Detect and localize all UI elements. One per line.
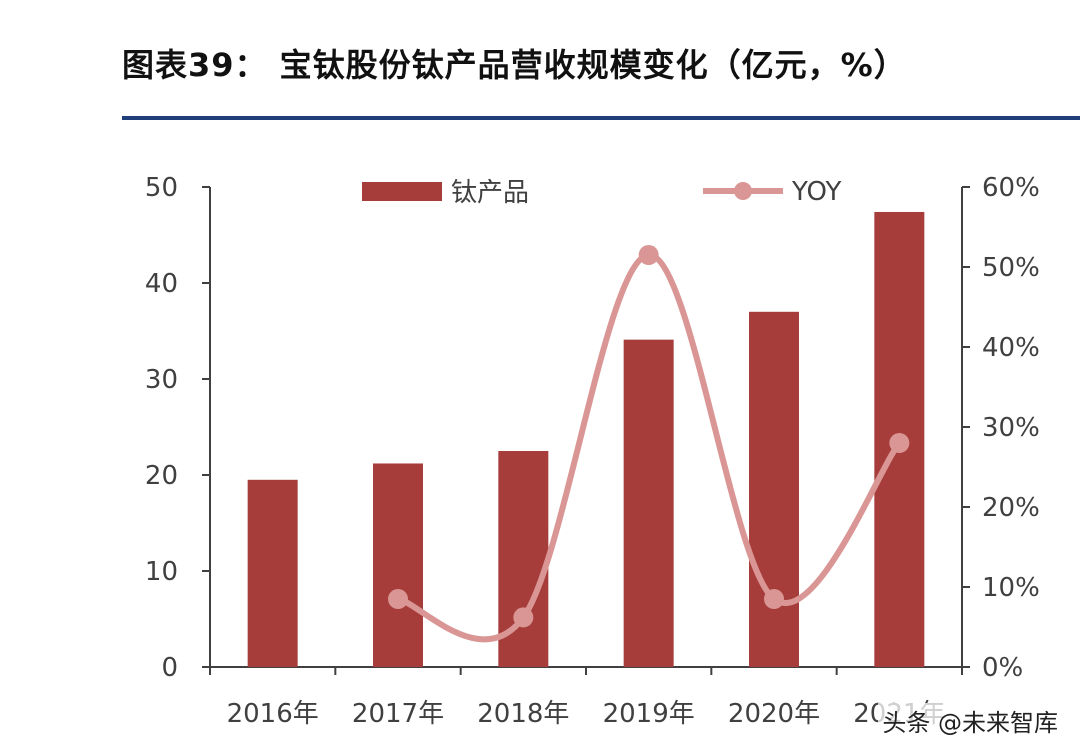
right-tick-label: 60% <box>982 173 1040 203</box>
bar <box>373 463 423 667</box>
right-tick-label: 40% <box>982 333 1040 363</box>
legend-label: YOY <box>791 177 842 207</box>
bar-series <box>247 211 925 667</box>
left-tick-label: 20 <box>145 461 178 491</box>
x-tick-label: 2019年 <box>603 699 695 729</box>
left-tick-label: 40 <box>145 269 178 299</box>
left-tick-label: 0 <box>161 653 178 683</box>
right-tick-label: 20% <box>982 493 1040 523</box>
legend-label: 钛产品 <box>451 178 529 208</box>
watermark: 头条 @未来智库 <box>878 703 1062 738</box>
yoy-point <box>638 245 659 265</box>
yoy-point <box>513 607 534 628</box>
x-tick-label: 2016年 <box>227 699 319 729</box>
bar <box>749 311 799 667</box>
tick-labels: 0 10 20 30 40 50 0% 10% 20% 30% 40% 50% 60% 2016年 2017… <box>145 173 1040 729</box>
x-tick-label: 2020年 <box>728 699 820 729</box>
chart-title: 图表39： 宝钛股份钛产品营收规模变化（亿元，%） <box>122 46 907 84</box>
left-tick-label: 10 <box>145 557 178 587</box>
axes <box>202 186 970 675</box>
right-tick-label: 30% <box>982 413 1040 443</box>
legend-bar-swatch <box>362 182 442 201</box>
left-tick-label: 50 <box>145 173 178 203</box>
x-tick-label: 2018年 <box>477 699 569 729</box>
title-divider <box>122 116 1080 120</box>
yoy-point <box>764 589 784 609</box>
bar <box>623 339 674 667</box>
bar <box>247 479 298 667</box>
left-tick-label: 30 <box>145 365 178 395</box>
right-tick-label: 10% <box>982 573 1040 603</box>
yoy-line-series <box>388 245 910 643</box>
legend-line-marker <box>734 182 752 200</box>
right-tick-label: 0% <box>982 653 1023 683</box>
yoy-point <box>388 589 408 609</box>
yoy-point <box>889 433 910 453</box>
right-tick-label: 50% <box>982 253 1040 283</box>
legend: 钛产品 YOY <box>362 177 842 208</box>
x-tick-label: 2017年 <box>352 699 444 729</box>
